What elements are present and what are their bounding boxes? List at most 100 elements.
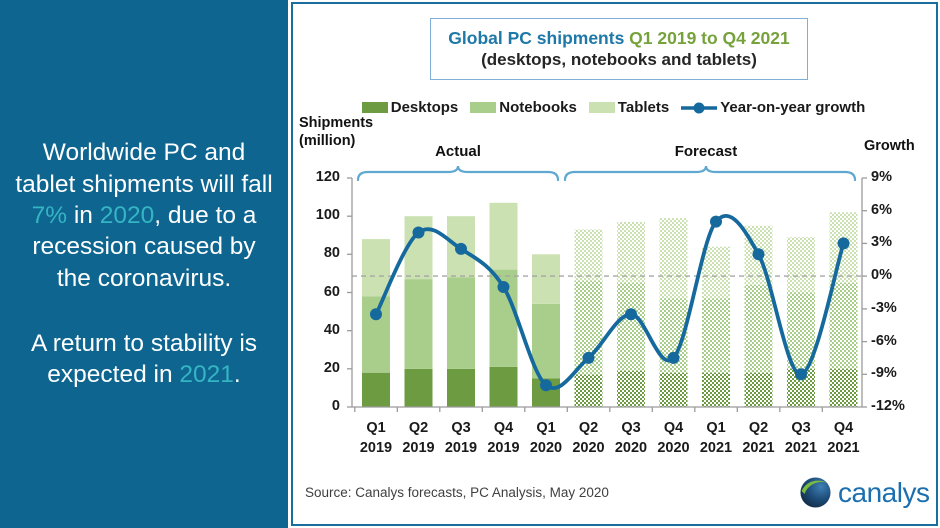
bar-desktops-q3-2020: [617, 370, 645, 407]
left-axis-title-line2: (million): [299, 133, 356, 150]
canalys-globe-icon: [800, 477, 831, 508]
bar-tablets-q2-2020: [574, 229, 603, 281]
left-tick-20: 20: [323, 359, 340, 376]
growth-marker-q2-2019: [412, 226, 425, 239]
right-tick-9: 9%: [871, 169, 892, 185]
legend-label-tablets: Tablets: [617, 99, 670, 116]
sidebar-text: Worldwide PC and tablet shipments will f…: [15, 139, 273, 198]
bar-notebooks-q1-2020: [532, 304, 560, 379]
right-tick-3: 3%: [871, 234, 892, 251]
forecast-label: Forecast: [674, 143, 738, 160]
bar-notebooks-q3-2019: [447, 277, 475, 369]
sidebar-text: .: [233, 361, 241, 389]
growth-line-marker-icon: [681, 102, 718, 113]
sidebar-highlight-2020: 2020: [99, 201, 155, 229]
legend-item-tablets: Tablets: [588, 99, 670, 116]
sidebar-text: A return to stability is expected in: [30, 330, 258, 389]
legend-label-notebooks: Notebooks: [499, 99, 577, 116]
sidebar-highlight-2021: 2021: [179, 361, 234, 389]
left-tick-40: 40: [323, 321, 340, 338]
sidebar-highlight-7pct: 7%: [31, 201, 68, 229]
sidebar-paragraph-2: A return to stability is expected in 202…: [14, 328, 274, 391]
right-tick--3: -3%: [871, 299, 897, 316]
left-tick-60: 60: [323, 283, 340, 300]
canalys-logo: canalys: [799, 476, 930, 509]
growth-marker-q3-2020: [625, 308, 637, 321]
left-axis-title: Shipments (million): [299, 114, 373, 150]
legend-label-growth: Year-on-year growth: [720, 99, 866, 116]
left-axis-title-line1: Shipments: [299, 115, 374, 131]
growth-marker-q1-2019: [370, 308, 382, 321]
bar-desktops-q4-2020: [659, 372, 688, 407]
bar-tablets-q1-2019: [362, 239, 390, 297]
chart-legend: Desktops Notebooks Tablets Year-on-year …: [293, 99, 934, 116]
desktops-swatch-icon: [361, 102, 388, 113]
bar-desktops-q2-2020: [574, 374, 603, 407]
right-axis-title: Growth: [864, 138, 915, 154]
x-label-q3-2019: Q3 2019: [444, 420, 478, 456]
bar-tablets-q4-2019: [489, 202, 518, 270]
actual-bracket-icon: [356, 165, 560, 182]
sidebar-paragraph-1: Worldwide PC and tablet shipments will f…: [14, 137, 274, 294]
tablets-swatch-icon: [588, 102, 615, 113]
growth-marker-q4-2019: [497, 281, 510, 293]
sidebar-text: , due to a recession caused by the coron…: [32, 201, 257, 292]
growth-marker-q2-2021: [752, 248, 765, 261]
y-axis-right-labels: 9% 6% 3% 0% -3% -6% -9% -12%: [293, 4, 936, 524]
legend-item-growth: Year-on-year growth: [681, 99, 865, 116]
x-label-q1-2019: Q1 2019: [359, 420, 393, 456]
bar-notebooks-q1-2021: [702, 298, 730, 373]
bar-notebooks-q2-2019: [404, 279, 433, 369]
right-tick--9: -9%: [871, 365, 897, 382]
x-label-q4-2020: Q4 2020: [657, 420, 690, 456]
right-tick--12: -12%: [871, 398, 905, 414]
bar-tablets-q1-2021: [702, 246, 730, 299]
legend-item-notebooks: Notebooks: [470, 99, 577, 116]
x-label-q2-2021: Q2 2021: [742, 420, 775, 456]
canalys-logo-text: canalys: [838, 476, 930, 508]
x-label-q4-2019: Q4 2019: [487, 420, 520, 456]
bar-notebooks-q3-2021: [787, 292, 815, 369]
x-label-q3-2020: Q3 2020: [614, 420, 648, 456]
bar-tablets-q3-2020: [617, 221, 645, 283]
left-tick-80: 80: [323, 245, 340, 262]
bar-desktops-q3-2019: [447, 368, 475, 407]
source-text: Source: Canalys forecasts, PC Analysis, …: [305, 485, 609, 500]
chart-title-box: Global PC shipments Q1 2019 to Q4 2021 (…: [430, 18, 808, 80]
actual-label: Actual: [435, 143, 481, 160]
legend-item-desktops: Desktops: [361, 99, 458, 116]
bar-desktops-q1-2021: [702, 372, 730, 407]
bar-notebooks-q3-2020: [617, 283, 645, 371]
bar-notebooks-q2-2021: [744, 284, 773, 373]
y-axis-left-labels: 120 100 80 60 40 20 0: [293, 4, 936, 524]
bar-tablets-q1-2020: [532, 254, 560, 304]
x-label-q3-2021: Q3 2021: [784, 420, 818, 456]
x-label-q2-2019: Q2 2019: [402, 420, 435, 456]
chart-subtitle: (desktops, notebooks and tablets): [481, 50, 757, 69]
bar-desktops-q2-2021: [744, 372, 773, 407]
chart-title-range: Q1 2019 to Q4 2021: [624, 28, 790, 48]
left-tick-100: 100: [315, 207, 340, 224]
plot-svg: [347, 177, 867, 412]
growth-marker-q2-2020: [582, 351, 595, 364]
x-label-q4-2021: Q4 2021: [827, 420, 860, 456]
growth-marker-q3-2021: [795, 368, 807, 381]
chart-panel: Global PC shipments Q1 2019 to Q4 2021 (…: [291, 2, 938, 526]
right-tick--6: -6%: [871, 332, 897, 349]
x-label-q2-2020: Q2 2020: [572, 420, 605, 456]
right-tick-0: 0%: [871, 267, 892, 284]
chart-title-main: Global PC shipments: [448, 28, 625, 48]
bar-tablets-q4-2020: [659, 218, 688, 299]
growth-marker-q1-2021: [710, 215, 722, 228]
growth-marker-q4-2020: [667, 351, 680, 364]
right-tick-6: 6%: [871, 201, 892, 218]
growth-marker-q3-2019: [455, 242, 467, 255]
growth-marker-q1-2020: [540, 379, 552, 392]
forecast-bracket-icon: [563, 165, 857, 182]
bar-notebooks-q4-2021: [829, 283, 858, 369]
notebooks-swatch-icon: [470, 102, 497, 113]
left-tick-120: 120: [315, 169, 340, 185]
bar-desktops-q4-2019: [489, 366, 518, 407]
sidebar-commentary: Worldwide PC and tablet shipments will f…: [0, 0, 288, 528]
